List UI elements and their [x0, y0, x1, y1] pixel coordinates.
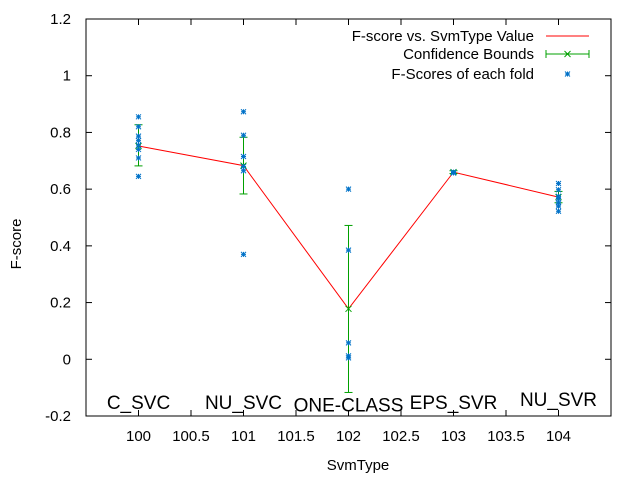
x-tick-label: 101 — [231, 428, 256, 445]
series-layer — [134, 108, 563, 393]
y-tick-label: 1.2 — [50, 11, 71, 28]
y-tick-label: 0.6 — [50, 181, 71, 198]
fold-score-point — [555, 203, 562, 210]
y-tick-label: 0 — [63, 351, 71, 368]
fold-score-point — [345, 247, 352, 253]
legend-label-fscore: F-score vs. SvmType Value — [352, 28, 534, 45]
fold-score-point — [240, 163, 247, 170]
fold-score-point — [135, 173, 142, 180]
category-annotations: C_SVC NU_SVC ONE-CLASS EPS_SVR NU_SVR — [107, 390, 597, 417]
y-tick-label: 0.2 — [50, 295, 71, 312]
fold-score-point — [345, 355, 352, 361]
category-label: EPS_SVR — [410, 393, 498, 414]
legend-swatch-errorbar — [545, 50, 590, 58]
y-tick-label: 1 — [63, 68, 71, 85]
category-label: C_SVC — [107, 393, 170, 414]
x-tick-label: 100.5 — [172, 428, 210, 445]
category-label: ONE-CLASS — [294, 396, 404, 417]
x-tick-label: 102.5 — [382, 428, 420, 445]
fold-score-point — [135, 113, 142, 120]
x-tick-label: 102 — [336, 428, 361, 445]
category-label: NU_SVR — [520, 390, 597, 411]
fold-score-point — [555, 208, 562, 215]
y-tick-label: -0.2 — [45, 408, 71, 425]
x-tick-label: 100 — [126, 428, 151, 445]
fold-score-point — [240, 132, 247, 139]
fold-score-point — [240, 167, 247, 174]
x-tick-label: 101.5 — [277, 428, 315, 445]
fold-score-point — [135, 142, 142, 149]
legend-swatch-point — [564, 71, 571, 77]
confidence-bound — [344, 224, 353, 393]
x-tick-label: 103 — [441, 428, 466, 445]
fold-score-point — [135, 155, 142, 161]
y-tick-label: 0.8 — [50, 124, 71, 141]
x-tick-label: 104 — [546, 428, 571, 445]
y-tick-label: 0.4 — [50, 238, 71, 255]
fold-score-point — [345, 186, 352, 192]
fold-score-point — [135, 123, 142, 130]
y-axis-title: F-score — [8, 219, 25, 270]
x-axis: 100 100.5 101 101.5 102 102.5 103 103.5 104 — [126, 19, 571, 445]
fold-score-point — [345, 339, 352, 346]
legend-label-folds: F-Scores of each fold — [391, 66, 534, 83]
fold-score-point — [240, 108, 247, 115]
fold-score-point — [135, 146, 142, 153]
fold-score-point — [135, 137, 142, 144]
y-axis: -0.2 0 0.2 0.4 0.6 0.8 1 1.2 — [45, 11, 611, 425]
fold-score-point — [240, 153, 247, 160]
legend-label-confidence: Confidence Bounds — [403, 46, 534, 63]
fold-score-point — [555, 199, 562, 206]
x-axis-title: SvmType — [327, 457, 390, 474]
fold-score-point — [555, 186, 562, 193]
fold-score-point — [240, 251, 247, 258]
category-label: NU_SVC — [205, 393, 282, 414]
fold-score-point — [135, 133, 142, 139]
fold-score-point — [450, 170, 457, 176]
x-tick-label: 103.5 — [487, 428, 525, 445]
fold-score-point — [555, 180, 562, 187]
